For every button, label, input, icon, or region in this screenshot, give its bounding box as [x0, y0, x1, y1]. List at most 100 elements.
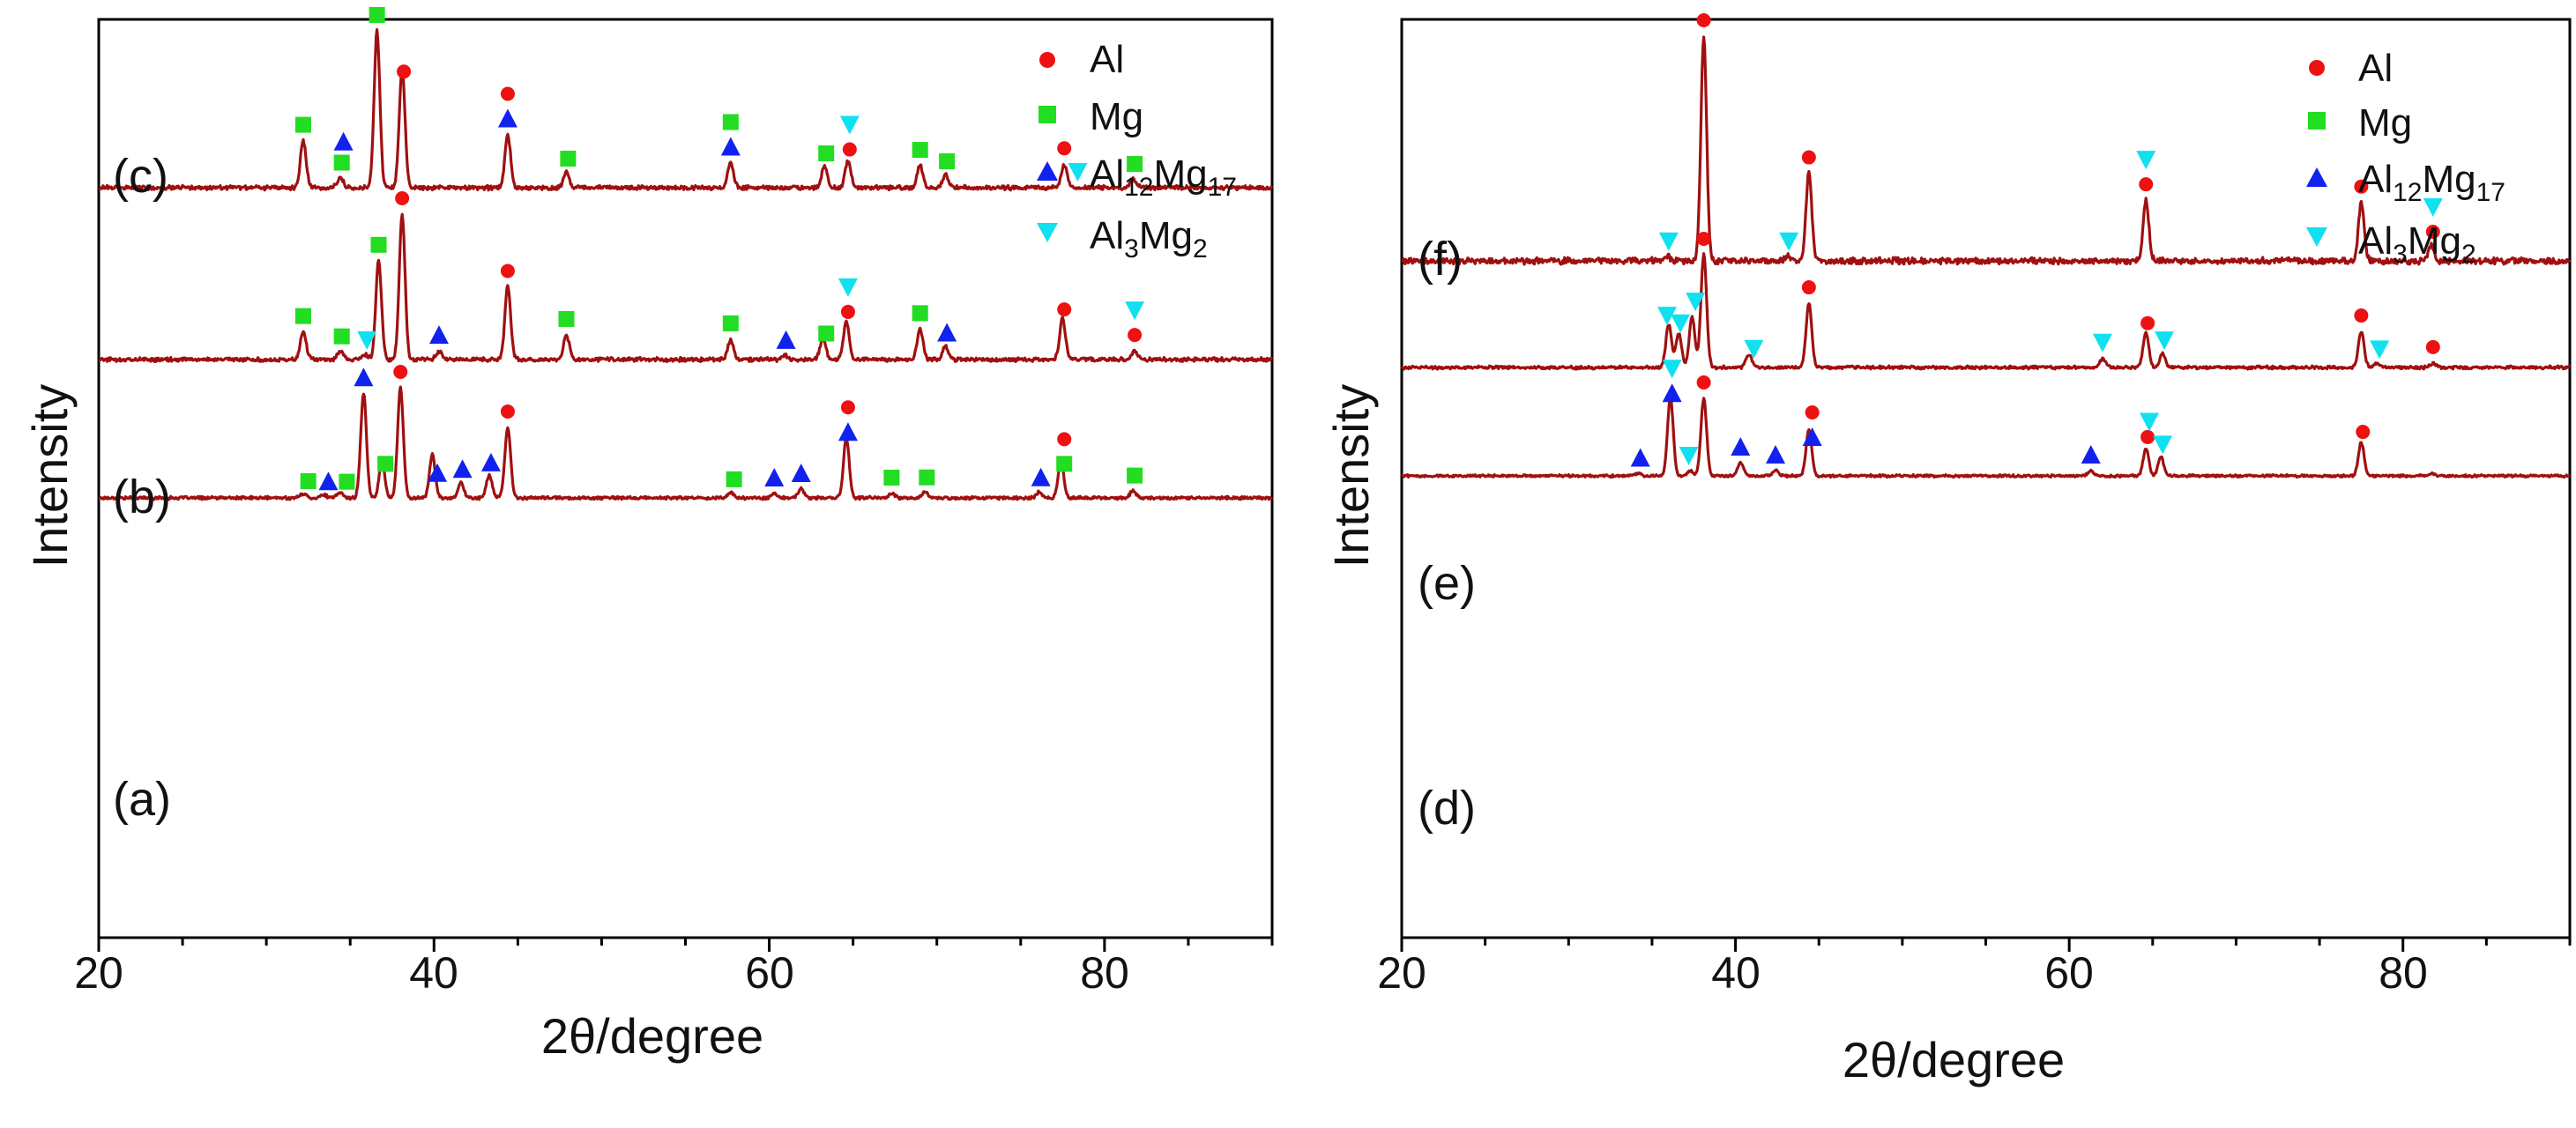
- phase-marker-b-al3mg2-12: [838, 278, 858, 297]
- phase-marker-b-al12mg17-9: [776, 330, 796, 349]
- phase-marker-d-al3mg2-3: [1679, 446, 1699, 465]
- phase-marker-d-al12mg17-9: [2081, 445, 2101, 464]
- phase-marker-f-al3mg2-8: [2423, 197, 2443, 217]
- phase-marker-c-al-12: [842, 142, 857, 157]
- right-x-axis-label: 2θ/degree: [1843, 1032, 2065, 1087]
- xrd-trace-b: [98, 212, 1274, 364]
- phase-marker-e-al3mg2-6: [2093, 333, 2112, 352]
- left-tick-label-80: 80: [1080, 948, 1129, 998]
- phase-marker-d-al-13: [2356, 425, 2371, 440]
- left-tick-label-60: 60: [745, 948, 794, 998]
- phase-marker-a-al12mg17-7: [452, 459, 473, 479]
- phase-marker-a-mg-20: [1127, 467, 1143, 484]
- phase-marker-f-al3mg2-0: [1658, 232, 1679, 251]
- right-tick-label-20: 20: [1377, 948, 1426, 998]
- legend-al12mg17-marker: [1037, 161, 1058, 181]
- phase-marker-b-al-6: [500, 263, 515, 278]
- phase-marker-f-al-6: [2354, 179, 2369, 194]
- phase-marker-e-al-11: [2425, 339, 2440, 354]
- left-x-ticks: [97, 938, 1274, 952]
- phase-marker-b-mg-10: [818, 325, 835, 342]
- left-trace-label-c: (c): [113, 150, 168, 203]
- phase-marker-d-al-8: [1805, 404, 1820, 419]
- right-peak-markers: [1630, 13, 2443, 467]
- phase-marker-b-al12mg17-14: [937, 323, 957, 342]
- phase-marker-b-al3mg2-2: [357, 330, 377, 350]
- phase-marker-a-al12mg17-3: [354, 367, 374, 387]
- legend-al3mg2-label: Al3Mg2: [2358, 219, 2476, 269]
- phase-marker-c-al12mg17-9: [720, 137, 741, 156]
- phase-marker-e-al3mg2-2: [1686, 293, 1706, 312]
- right-panel: 20 40 60 80 2θ/degree Intensity (d) (e) …: [1323, 13, 2572, 1087]
- legend-al-marker: [2309, 60, 2325, 76]
- phase-marker-f-al-3: [1801, 150, 1816, 165]
- phase-marker-a-al-9: [500, 404, 515, 419]
- xrd-trace-a: [98, 385, 1274, 501]
- legend-mg-marker: [1039, 106, 1056, 123]
- right-trace-label-d: (d): [1418, 782, 1476, 835]
- phase-marker-f-al-1: [1696, 13, 1711, 27]
- phase-marker-a-al12mg17-12: [791, 464, 811, 482]
- phase-marker-c-mg-14: [912, 142, 928, 159]
- phase-marker-f-al-7: [2425, 224, 2440, 239]
- legend-mg-label: Mg: [2358, 101, 2412, 145]
- phase-marker-a-al-5: [393, 365, 408, 379]
- xrd-trace-f: [1401, 35, 2572, 266]
- right-trace-label-e: (e): [1418, 557, 1476, 610]
- right-tick-label-80: 80: [2379, 948, 2428, 998]
- phase-marker-c-mg-15: [939, 153, 956, 170]
- legend-al12mg17-marker: [2306, 167, 2327, 187]
- phase-marker-d-al12mg17-7: [1802, 427, 1822, 446]
- legend-al-marker: [1039, 52, 1055, 68]
- phase-marker-a-al12mg17-17: [1031, 467, 1051, 486]
- phase-marker-b-mg-1: [333, 328, 350, 345]
- phase-marker-f-al3mg2-2: [1779, 232, 1799, 251]
- phase-marker-c-al3mg2-13: [839, 115, 860, 135]
- phase-marker-c-mg-18: [1127, 156, 1143, 173]
- phase-marker-b-al3mg2-17: [1125, 301, 1145, 321]
- phase-marker-c-mg-11: [818, 145, 835, 162]
- left-panel: 20 40 60 80 2θ/degree Intensity (a) (b) …: [22, 7, 1274, 1064]
- legend-al12mg17-label: Al12Mg17: [2358, 158, 2505, 207]
- phase-marker-d-al12mg17-5: [1731, 437, 1751, 456]
- phase-marker-a-al12mg17-11: [764, 468, 785, 486]
- phase-marker-b-al-16: [1128, 328, 1143, 343]
- phase-marker-c-al3mg2-17: [1068, 162, 1088, 182]
- phase-marker-f-al-4: [2139, 177, 2154, 192]
- phase-marker-b-mg-3: [370, 236, 387, 253]
- right-x-tick-labels: 20 40 60 80: [1377, 948, 2428, 998]
- legend-al12mg17-label: Al12Mg17: [1090, 152, 1237, 202]
- left-trace-label-b: (b): [113, 471, 171, 523]
- legend-al3mg2-label: Al3Mg2: [1090, 214, 1208, 263]
- phase-marker-e-al3mg2-10: [2370, 340, 2390, 360]
- phase-marker-a-mg-2: [339, 473, 355, 490]
- phase-marker-a-al-13: [840, 400, 855, 415]
- right-trace-label-f: (f): [1418, 233, 1463, 286]
- phase-marker-a-al-18: [1057, 432, 1072, 447]
- phase-marker-f-al3mg2-5: [2136, 151, 2156, 170]
- phase-marker-d-al-4: [1696, 375, 1711, 390]
- phase-marker-c-mg-0: [294, 116, 311, 133]
- phase-marker-a-mg-19: [1056, 456, 1073, 472]
- phase-marker-a-al12mg17-14: [838, 422, 858, 442]
- phase-marker-e-al3mg2-1: [1671, 314, 1691, 333]
- phase-marker-a-mg-4: [377, 456, 394, 472]
- phase-marker-e-al3mg2-0: [1657, 307, 1677, 326]
- right-tick-label-40: 40: [1711, 948, 1761, 998]
- left-legend: Al Mg Al12Mg17 Al3Mg2: [1037, 38, 1237, 263]
- phase-marker-e-al-5: [1801, 280, 1816, 295]
- phase-marker-a-al12mg17-1: [318, 471, 339, 491]
- phase-marker-a-mg-16: [919, 469, 935, 486]
- phase-marker-e-al3mg2-8: [2155, 331, 2175, 351]
- phase-marker-c-mg-10: [722, 114, 739, 130]
- legend-al3mg2-marker: [1037, 223, 1058, 242]
- right-x-ticks: [1400, 938, 2572, 952]
- phase-marker-b-al12mg17-5: [428, 325, 449, 345]
- legend-al-label: Al: [1090, 38, 1124, 81]
- left-traces: [98, 28, 1274, 501]
- phase-marker-b-al-11: [840, 304, 855, 319]
- right-traces: [1400, 35, 2572, 479]
- phase-marker-c-al-7: [500, 86, 515, 101]
- legend-mg-marker: [2308, 112, 2326, 130]
